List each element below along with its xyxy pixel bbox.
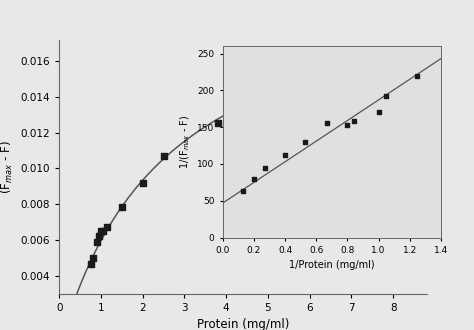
Point xyxy=(383,94,390,99)
Y-axis label: 1/(F$_{max}$ - F): 1/(F$_{max}$ - F) xyxy=(178,115,191,169)
Point xyxy=(139,180,146,185)
Point xyxy=(301,139,309,145)
Point xyxy=(239,188,247,194)
Point xyxy=(160,153,167,158)
Y-axis label: (F$_{max}$ - F): (F$_{max}$ - F) xyxy=(0,140,15,194)
Point xyxy=(381,58,389,64)
X-axis label: Protein (mg/ml): Protein (mg/ml) xyxy=(197,318,289,330)
Point xyxy=(414,73,421,78)
Point xyxy=(99,228,107,234)
Point xyxy=(118,204,126,210)
Point xyxy=(87,262,94,267)
Point xyxy=(93,239,100,245)
Point xyxy=(250,176,258,182)
Point xyxy=(344,122,351,128)
Point xyxy=(375,110,383,115)
Point xyxy=(90,255,97,261)
Point xyxy=(95,234,103,239)
Point xyxy=(97,228,105,234)
Point xyxy=(323,120,331,125)
Point xyxy=(281,152,289,158)
Point xyxy=(214,120,222,125)
Point xyxy=(350,119,357,124)
Point xyxy=(261,165,269,170)
Point xyxy=(103,225,111,230)
X-axis label: 1/Protein (mg/ml): 1/Protein (mg/ml) xyxy=(289,260,374,271)
